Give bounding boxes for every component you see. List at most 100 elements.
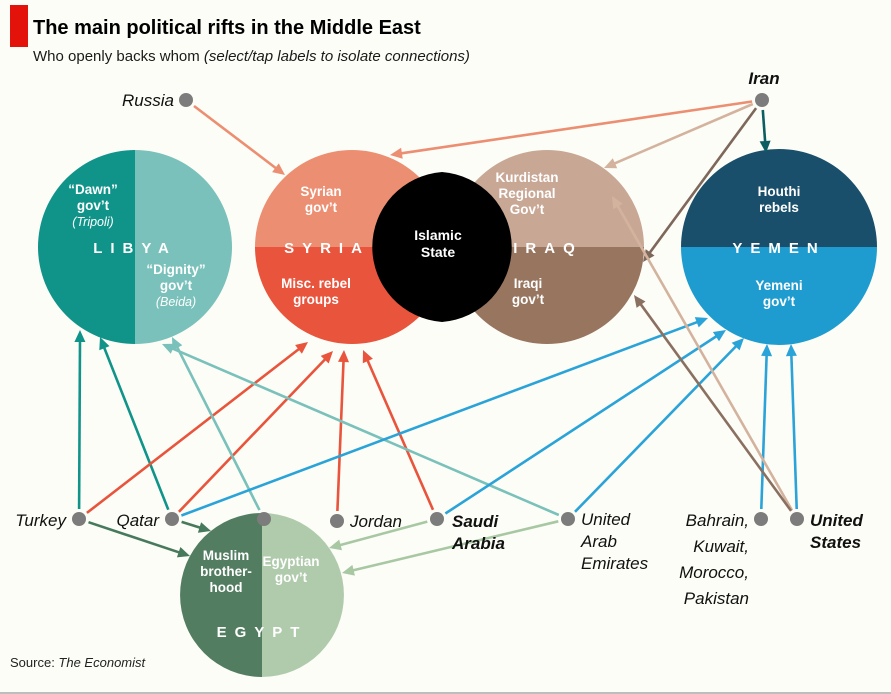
muslim-brotherhood-label[interactable]: Muslim brother-hood <box>200 548 252 595</box>
chart-title: The main political rifts in the Middle E… <box>33 17 421 39</box>
iraq-name-label[interactable]: IRAQ <box>513 240 583 257</box>
houthi-rebels-label[interactable]: Houthi rebels <box>758 184 801 215</box>
source-prefix: Source: <box>10 655 59 670</box>
accent-bar <box>10 5 28 47</box>
kurdistan-regional-govt-label[interactable]: Kurdistan Regional Gov’t <box>495 170 558 217</box>
source-name: The Economist <box>58 655 146 670</box>
egypt-name-label[interactable]: EGYPT <box>217 624 308 641</box>
saudi-arabia-label[interactable]: Saudi Arabia <box>451 512 505 553</box>
united-arab-emirates-dot[interactable] <box>561 512 575 526</box>
turkey-label[interactable]: Turkey <box>15 511 67 530</box>
arrowhead-icon <box>612 196 623 210</box>
arrow-line <box>174 344 261 511</box>
yemen-name-label[interactable]: YEMEN <box>732 240 825 257</box>
arrow-iran-to-kurdistan-regional-govt <box>604 102 754 169</box>
qatar-dot[interactable] <box>165 512 179 526</box>
united-arab-emirates-label[interactable]: United Arab Emirates <box>580 510 649 573</box>
chart-subtitle: Who openly backs whom (select/tap labels… <box>33 48 470 65</box>
bahrain-kuwait-morocco-pakistan-label[interactable]: Bahrain, Kuwait, Morocco, Pakistan <box>679 511 749 608</box>
arrow-qatar-to-misc-rebel-groups <box>177 351 333 513</box>
arrow-turkey-to-dawn-govt <box>74 330 86 510</box>
egyptian-govt-segment[interactable] <box>262 513 344 677</box>
arrowhead-icon <box>785 344 797 357</box>
arrow-united-states-to-kurdistan-regional-govt <box>612 196 794 511</box>
arrow-line <box>180 319 701 517</box>
russia-label[interactable]: Russia <box>122 91 174 110</box>
egyptian-govt-label[interactable]: Egyptian gov’t <box>262 554 319 585</box>
arrow-line <box>181 520 203 530</box>
arrow-line <box>760 352 768 510</box>
arrow-line <box>761 109 767 145</box>
islamic-state-label[interactable]: Islamic State <box>414 227 462 260</box>
arrowhead-icon <box>761 344 773 357</box>
islamic-state-shape[interactable] <box>372 172 512 322</box>
saudi-arabia-dot[interactable] <box>430 512 444 526</box>
arrowhead-icon <box>329 539 342 551</box>
arrow-line <box>574 343 739 513</box>
arrow-united-arab-emirates-to-dignity-govt <box>162 343 560 517</box>
yemeni-govt-segment[interactable] <box>681 247 877 345</box>
arrowhead-icon <box>272 163 285 175</box>
dignity-govt-label[interactable]: “Dignity” gov’t <box>146 262 205 293</box>
dawn-govt-label[interactable]: “Dawn” gov’t <box>68 182 118 213</box>
arrow-saudi-arabia-to-yemeni-govt <box>444 330 726 515</box>
arrowhead-icon <box>295 342 308 354</box>
arrowhead-icon <box>604 158 618 169</box>
arrowhead-icon <box>362 350 373 364</box>
arrowhead-icon <box>338 350 349 363</box>
iran-label[interactable]: Iran <box>748 69 779 88</box>
arrow-united-arab-emirates-to-yemeni-govt <box>574 338 744 513</box>
arrowhead-icon <box>197 522 211 533</box>
yemeni-govt-label[interactable]: Yemeni gov’t <box>755 278 802 309</box>
arrow-turkey-to-misc-rebel-groups <box>86 342 308 514</box>
turkey-dot[interactable] <box>72 512 86 526</box>
syria-name-label[interactable]: SYRIA <box>284 240 370 257</box>
arrow-line <box>444 333 720 515</box>
qatar-label[interactable]: Qatar <box>116 511 160 530</box>
arrow-egypt-point-to-dignity-govt <box>172 337 261 511</box>
dignity-govt-segment[interactable] <box>135 150 232 344</box>
jordan-dot[interactable] <box>330 514 344 528</box>
united-states-dot[interactable] <box>790 512 804 526</box>
arrowhead-icon <box>74 330 86 342</box>
united-states-label[interactable]: United States <box>810 511 864 552</box>
arrow-russia-to-syrian-govt <box>193 104 285 175</box>
arrow-line <box>177 356 328 513</box>
arrowhead-icon <box>643 249 655 262</box>
iran-dot[interactable] <box>755 93 769 107</box>
arrowhead-icon <box>712 330 726 342</box>
arrow-bahrain-kuwait-morocco-pakistan-to-yemeni-govt <box>760 344 773 510</box>
arrowhead-icon <box>320 351 333 364</box>
russia-dot[interactable] <box>179 93 193 107</box>
arrow-iran-to-iraqi-govt <box>643 107 758 262</box>
libya-name-label[interactable]: LIBYA <box>93 240 177 257</box>
arrowhead-icon <box>176 547 190 558</box>
arrow-line <box>337 520 428 547</box>
jordan-label[interactable]: Jordan <box>349 512 402 531</box>
arrow-line <box>647 107 758 256</box>
egypt-point-dot[interactable] <box>257 512 271 526</box>
muslim-brotherhood-segment[interactable] <box>180 513 262 677</box>
arrow-line <box>169 346 560 517</box>
arrow-united-states-to-iraqi-govt <box>634 295 793 512</box>
dignity-govt-sublabel[interactable]: (Beida) <box>156 295 196 309</box>
arrow-qatar-to-muslim-brotherhood <box>181 520 211 533</box>
misc-rebel-groups-label[interactable]: Misc. rebel groups <box>281 276 351 307</box>
arrow-qatar-to-dawn-govt <box>99 337 170 511</box>
syrian-govt-label[interactable]: Syrian gov’t <box>300 184 341 215</box>
arrow-line <box>398 100 753 155</box>
arrowhead-icon <box>342 564 355 576</box>
bahrain-kuwait-morocco-pakistan-dot[interactable] <box>754 512 768 526</box>
arrow-line <box>611 102 754 166</box>
houthi-rebels-segment[interactable] <box>681 149 877 247</box>
arrowhead-icon <box>694 317 708 328</box>
iraqi-govt-label[interactable]: Iraqi gov’t <box>512 276 545 307</box>
dawn-govt-sublabel[interactable]: (Tripoli) <box>72 215 113 229</box>
arrow-united-arab-emirates-to-egyptian-govt <box>342 520 559 576</box>
dawn-govt-segment[interactable] <box>38 150 135 344</box>
arrow-qatar-to-yemeni-govt <box>180 317 708 517</box>
arrowhead-icon <box>172 337 183 351</box>
arrow-line <box>638 301 793 512</box>
